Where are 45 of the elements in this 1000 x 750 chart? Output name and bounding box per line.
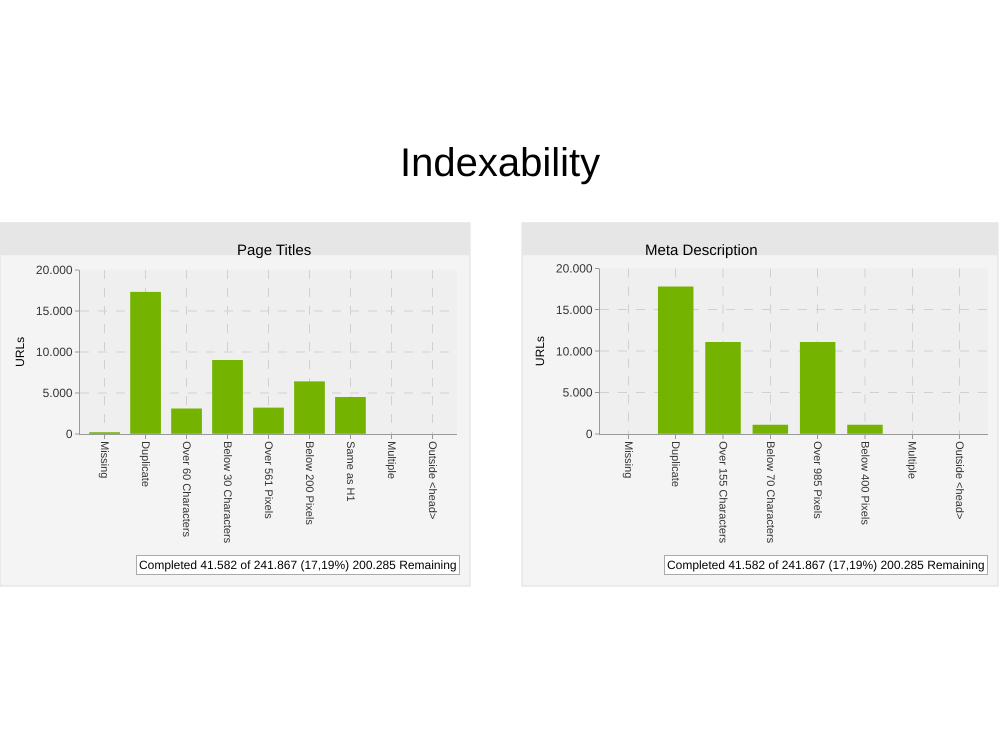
x-tick-label: Over 985 Pixels — [811, 441, 824, 520]
bar — [130, 292, 161, 434]
y-tick-label: 0 — [66, 427, 73, 442]
x-tick-label: Outside <head> — [953, 441, 966, 520]
bar — [253, 408, 284, 434]
y-tick-label: 15.000 — [556, 302, 593, 317]
y-tick-label: 15.000 — [36, 304, 73, 318]
y-axis-title: URLs — [13, 336, 28, 367]
x-tick-label: Over 60 Characters — [180, 441, 192, 538]
y-tick-label: 10.000 — [36, 345, 73, 360]
text: Completed 41.582 of 241.867 (17,19%) 200.285 Remaining — [667, 558, 985, 572]
bar — [294, 381, 325, 434]
x-tick-label: Below 200 Pixels — [302, 441, 315, 526]
x-tick-label: Duplicate — [138, 441, 151, 487]
bar — [847, 424, 883, 434]
x-tick-label: Below 400 Pixels — [858, 441, 870, 526]
x-tick-label: Missing — [98, 441, 110, 478]
y-axis-title: URLs — [533, 336, 548, 366]
x-tick-label: Below 30 Characters — [220, 441, 233, 544]
x-tick-label: Missing — [622, 441, 634, 478]
bar — [800, 342, 836, 434]
chart-title: Meta Description — [645, 242, 758, 259]
x-tick-label: Multiple — [906, 441, 918, 479]
bar — [705, 342, 741, 434]
y-tick-label: 5.000 — [42, 386, 73, 400]
y-tick-label: 10.000 — [556, 344, 593, 358]
bar — [335, 396, 366, 434]
x-tick-label: Same as H1 — [344, 441, 356, 502]
chart-title: Page Titles — [237, 242, 312, 259]
x-tick-label: Duplicate — [669, 441, 682, 487]
bar — [212, 360, 243, 434]
text: Completed 41.582 of 241.867 (17,19%) 200.285 Remaining — [139, 558, 457, 572]
y-tick-label: 20.000 — [36, 262, 73, 277]
y-tick-label: 20.000 — [556, 261, 593, 276]
y-tick-label: 5.000 — [562, 386, 593, 400]
text: Indexability — [400, 141, 600, 185]
x-tick-label: Below 70 Characters — [764, 441, 776, 544]
y-tick-label: 0 — [586, 427, 593, 442]
x-tick-label: Outside <head> — [426, 441, 438, 520]
x-tick-label: Multiple — [384, 441, 397, 479]
bar — [171, 408, 202, 434]
bar — [658, 286, 694, 434]
bar — [752, 424, 788, 434]
x-tick-label: Over 561 Pixels — [262, 441, 274, 520]
x-tick-label: Over 155 Characters — [716, 441, 728, 544]
